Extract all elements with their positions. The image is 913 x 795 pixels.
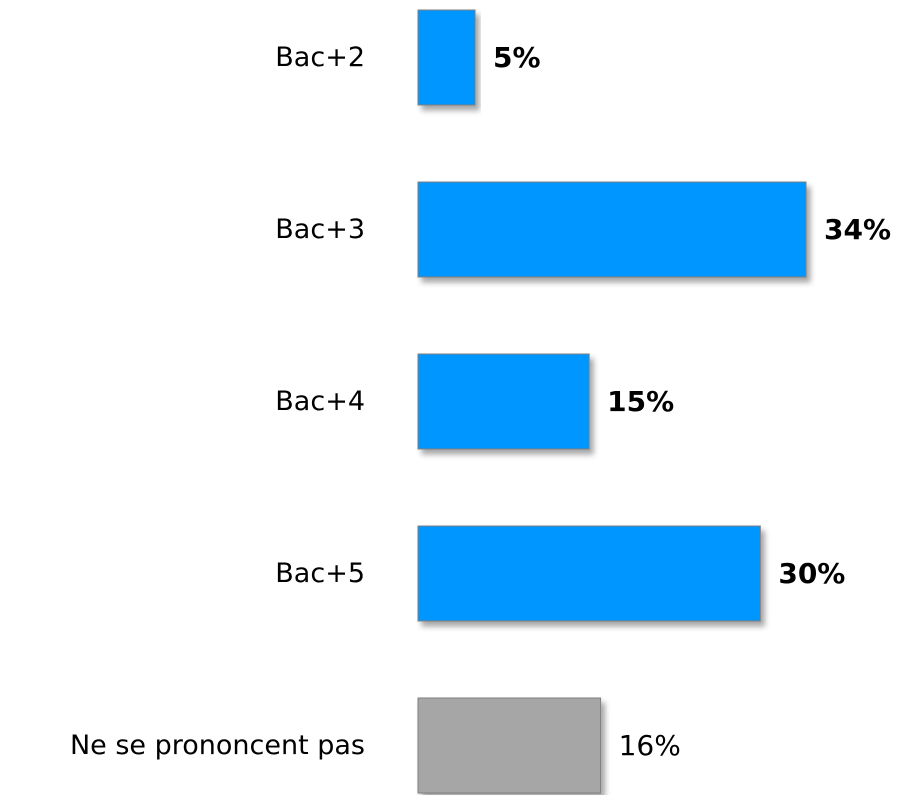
value-label-0: 5% xyxy=(493,41,541,74)
bar-0 xyxy=(417,9,476,106)
bar-4 xyxy=(417,697,602,794)
category-label-4: Ne se prononcent pas xyxy=(70,730,365,761)
bar-1 xyxy=(417,181,807,278)
bar-2 xyxy=(417,353,590,450)
bar-3 xyxy=(417,525,761,622)
bars-layer xyxy=(417,9,807,794)
category-label-3: Bac+5 xyxy=(275,558,365,589)
value-label-3: 30% xyxy=(778,557,845,590)
category-label-2: Bac+4 xyxy=(275,386,365,417)
value-label-4: 16% xyxy=(619,729,681,762)
labels-layer: Bac+2 5% Bac+3 34% Bac+4 15% Bac+5 30% Ne se pro… xyxy=(70,41,891,762)
value-label-1: 34% xyxy=(824,213,891,246)
category-label-1: Bac+3 xyxy=(275,214,365,245)
category-label-0: Bac+2 xyxy=(275,42,365,73)
value-label-2: 15% xyxy=(607,385,674,418)
